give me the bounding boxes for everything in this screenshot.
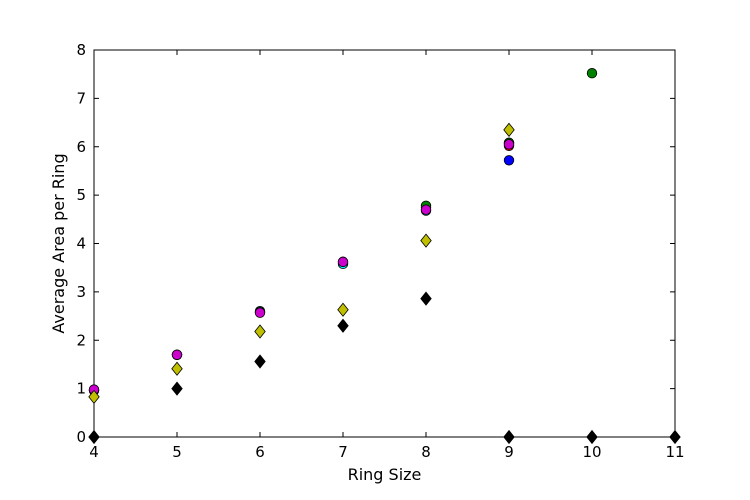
circle-marker <box>586 68 598 79</box>
diamond-marker <box>254 324 266 339</box>
x-tick-label: 4 <box>89 443 99 461</box>
circle-marker <box>254 307 266 318</box>
y-tick-label: 5 <box>76 186 86 204</box>
y-tick-label: 7 <box>76 89 86 107</box>
x-axis-label: Ring Size <box>348 465 422 484</box>
circle-marker <box>503 155 515 166</box>
diamond-marker <box>88 389 100 404</box>
circle-marker <box>337 256 349 268</box>
circle-marker <box>503 139 515 150</box>
data-points <box>88 68 681 445</box>
x-tick-label: 11 <box>665 443 684 461</box>
y-tick-label: 2 <box>76 331 86 349</box>
diamond-marker <box>254 354 266 369</box>
diamond-marker <box>171 361 183 376</box>
plot-area <box>93 49 676 438</box>
x-tick-label: 8 <box>421 443 431 461</box>
y-tick-label: 0 <box>76 428 86 446</box>
diamond-marker <box>337 318 349 333</box>
y-tick-label: 4 <box>76 235 86 253</box>
diamond-marker <box>586 429 598 445</box>
diamond-marker <box>669 429 681 445</box>
circle-marker <box>171 349 183 360</box>
circle-marker <box>420 204 432 215</box>
diamond-marker <box>503 429 515 445</box>
diamond-marker <box>420 291 432 306</box>
diamond-marker <box>420 233 432 248</box>
x-tick-label: 9 <box>504 443 514 461</box>
axis-ticks: 4 5 6 7 8 9 10 11 0 1 2 3 4 5 6 7 8 <box>76 41 684 461</box>
diamond-marker <box>337 302 349 317</box>
y-tick-label: 3 <box>76 283 86 301</box>
diamond-marker <box>171 381 183 396</box>
diamond-marker <box>88 429 100 445</box>
y-axis-label: Average Area per Ring <box>49 153 68 333</box>
x-tick-label: 5 <box>172 443 182 461</box>
x-tick-label: 6 <box>255 443 265 461</box>
y-tick-label: 1 <box>76 380 86 398</box>
diamond-marker <box>503 122 515 137</box>
y-tick-label: 8 <box>76 41 86 59</box>
x-tick-label: 10 <box>582 443 601 461</box>
y-tick-label: 6 <box>76 138 86 156</box>
x-tick-label: 7 <box>338 443 348 461</box>
